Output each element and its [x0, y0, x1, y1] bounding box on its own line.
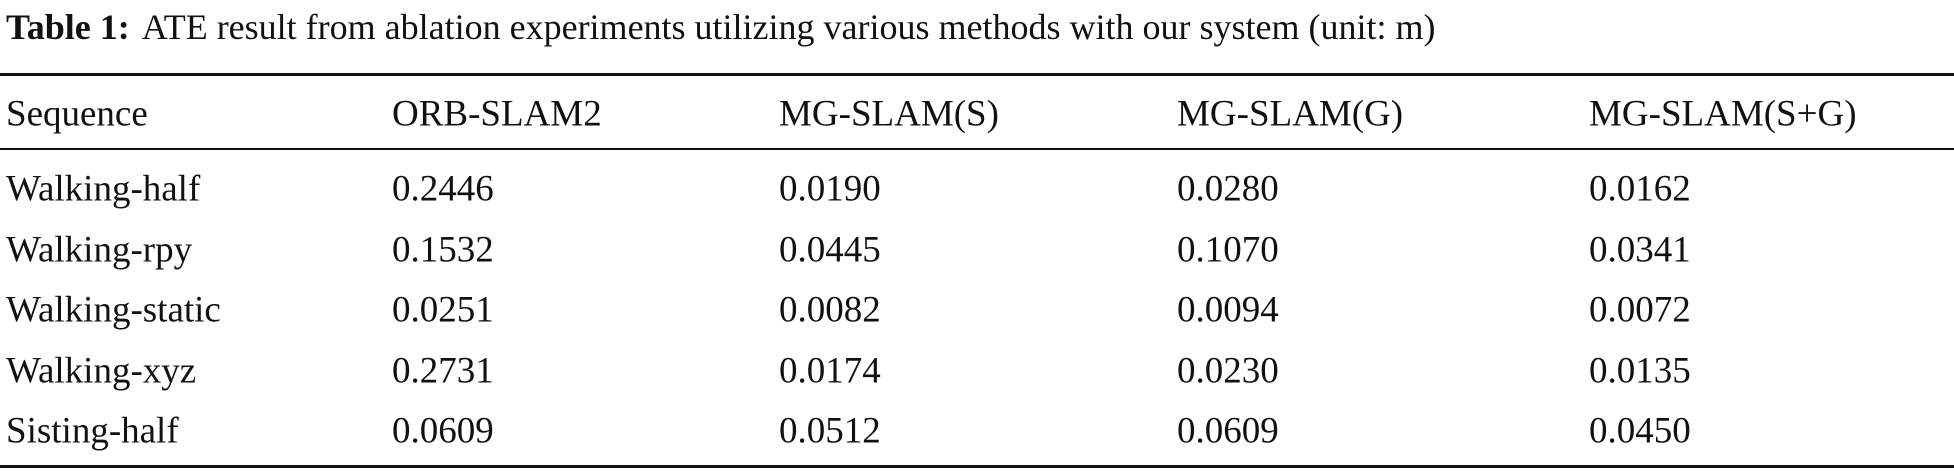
column-header: MG-SLAM(G): [1177, 93, 1404, 135]
table-cell: 0.0190: [779, 168, 881, 210]
row-label: Walking-half: [6, 168, 201, 210]
table-cell: 0.0609: [1177, 410, 1279, 452]
mid-rule: [0, 148, 1954, 150]
caption-text: ATE result from ablation experiments uti…: [141, 7, 1436, 47]
row-label: Sisting-half: [6, 410, 179, 452]
column-header: Sequence: [6, 93, 148, 135]
row-label: Walking-static: [6, 289, 221, 331]
table-cell: 0.1532: [392, 229, 494, 270]
table-cell: 0.1070: [1177, 229, 1279, 270]
column-header: MG-SLAM(S+G): [1589, 93, 1857, 135]
table-cell: 0.2446: [392, 168, 494, 210]
table-cell: 0.0162: [1589, 168, 1691, 210]
table-cell: 0.2731: [392, 350, 494, 391]
row-label: Walking-rpy: [6, 229, 193, 270]
column-header: MG-SLAM(S): [779, 93, 999, 135]
table-cell: 0.0230: [1177, 350, 1279, 391]
table-cell: 0.0280: [1177, 168, 1279, 210]
table-cell: 0.0512: [779, 410, 881, 452]
top-rule: [0, 73, 1954, 76]
table-cell: 0.0445: [779, 229, 881, 270]
table-cell: 0.0094: [1177, 289, 1279, 331]
table-cell: 0.0174: [779, 350, 881, 391]
column-header: ORB-SLAM2: [392, 93, 602, 135]
caption: Table 1: ATE result from ablation experim…: [6, 6, 1436, 48]
row-label: Walking-xyz: [6, 350, 197, 391]
table-cell: 0.0450: [1589, 410, 1691, 452]
table-cell: 0.0082: [779, 289, 881, 331]
table-cell: 0.0609: [392, 410, 494, 452]
caption-label: Table 1:: [6, 7, 130, 47]
table-cell: 0.0135: [1589, 350, 1691, 391]
table-cell: 0.0072: [1589, 289, 1691, 331]
table-cell: 0.0251: [392, 289, 494, 331]
table-cell: 0.0341: [1589, 229, 1691, 270]
bottom-rule: [0, 465, 1954, 468]
